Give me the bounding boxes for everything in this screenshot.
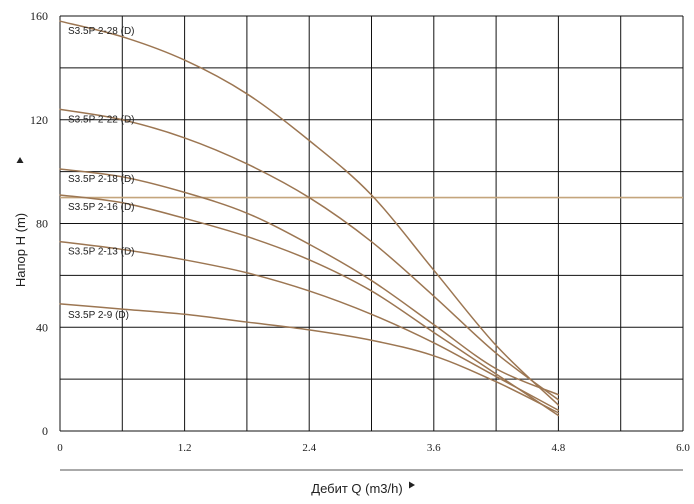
series-label: S3.5P 2-18 (D) — [68, 174, 135, 185]
x-tick-label: 1.2 — [178, 442, 192, 454]
y-tick-label: 160 — [30, 9, 48, 23]
series-line — [59, 194, 560, 417]
x-tick-label: 2.4 — [302, 442, 316, 454]
tick-labels: 0 40 80 120 160 0 1.2 2.4 3.6 4.8 6.0 — [30, 9, 690, 454]
series-label: S3.5P 2-22 (D) — [68, 114, 135, 125]
y-axis-title-group: Напор H (m) — [13, 157, 28, 287]
x-tick-label: 4.8 — [552, 442, 566, 454]
x-tick-label: 0 — [57, 442, 63, 454]
series-line — [59, 20, 560, 406]
series-label: S3.5P 2-28 (D) — [68, 26, 135, 37]
series-label: S3.5P 2-9 (D) — [68, 310, 129, 321]
series-line — [59, 108, 560, 401]
series-line — [59, 303, 560, 414]
x-axis-title: Дебит Q (m3/h) — [311, 481, 402, 496]
y-axis-title: Напор H (m) — [13, 213, 28, 287]
y-axis-arrow-icon — [16, 157, 24, 163]
y-tick-label: 0 — [42, 424, 48, 438]
series-line — [59, 168, 560, 396]
y-tick-label: 120 — [30, 113, 48, 127]
x-tick-label: 3.6 — [427, 442, 441, 454]
series-labels: S3.5P 2-28 (D) S3.5P 2-22 (D) S3.5P 2-18 (… — [68, 26, 135, 321]
grid — [59, 15, 684, 432]
x-axis-arrow-icon — [409, 481, 415, 489]
series-label: S3.5P 2-13 (D) — [68, 247, 135, 258]
y-tick-label: 40 — [36, 320, 48, 334]
series-group — [59, 20, 560, 417]
series-label: S3.5P 2-16 (D) — [68, 202, 135, 213]
series-line — [59, 240, 560, 411]
x-tick-label: 6.0 — [676, 442, 690, 454]
y-tick-label: 80 — [36, 217, 48, 231]
